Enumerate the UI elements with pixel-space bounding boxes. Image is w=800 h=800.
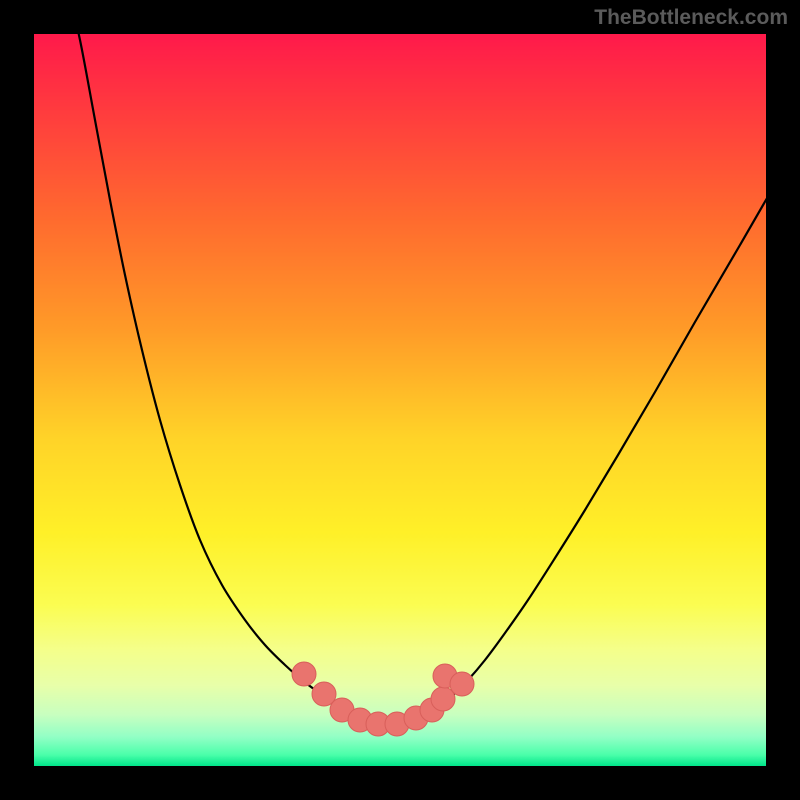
watermark-text: TheBottleneck.com — [594, 6, 788, 30]
chart-plot-area — [34, 34, 766, 766]
gradient-background — [34, 34, 766, 766]
